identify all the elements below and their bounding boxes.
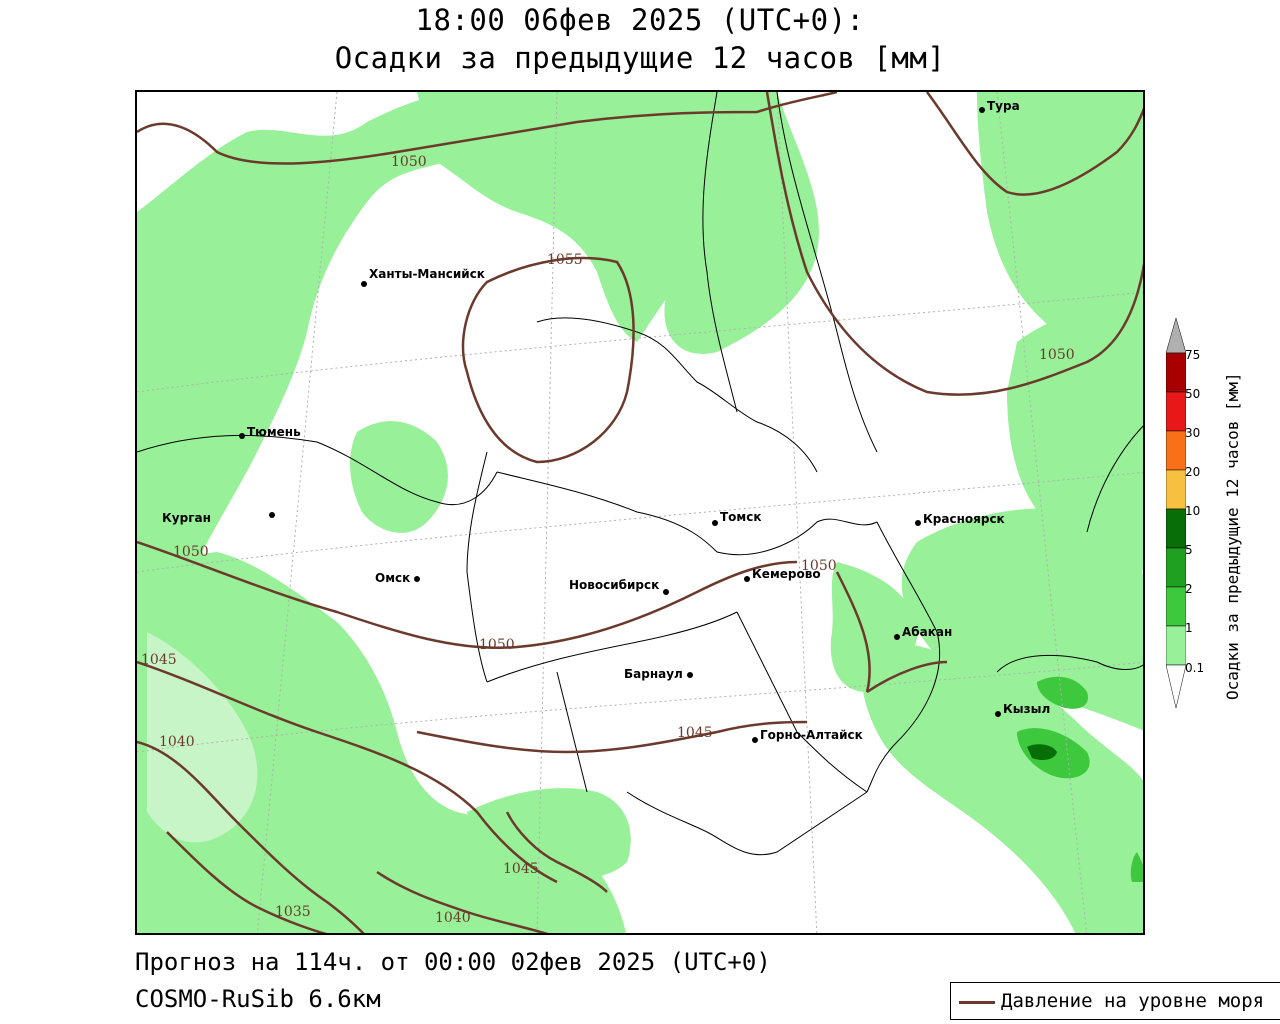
colorbar-bin-1 bbox=[1166, 625, 1186, 666]
colorbar-tick: 30 bbox=[1185, 426, 1201, 440]
map-title-time: 18:00 06фев 2025 (UTC+0): bbox=[415, 3, 865, 37]
colorbar-tick: 75 bbox=[1185, 348, 1201, 362]
isobar-label: 1055 bbox=[547, 252, 583, 268]
colorbar-cap-bottom bbox=[1166, 664, 1186, 709]
colorbar-bin-5 bbox=[1166, 547, 1186, 588]
map-canvas bbox=[137, 92, 1143, 933]
colorbar-bin-30 bbox=[1166, 430, 1186, 471]
pressure-legend-label: Давление на уровне моря bbox=[1001, 990, 1265, 1012]
colorbar-bin-10 bbox=[1166, 508, 1186, 549]
region-boundaries bbox=[137, 92, 1143, 856]
colorbar-bin-75 bbox=[1166, 352, 1186, 393]
isobar-label: 1040 bbox=[159, 734, 195, 750]
city-marker: Кызыл bbox=[995, 702, 1050, 717]
colorbar-bin-20 bbox=[1166, 469, 1186, 510]
colorbar-tick: 20 bbox=[1185, 465, 1201, 479]
isobars bbox=[137, 92, 1143, 933]
pressure-legend-swatch bbox=[959, 1001, 995, 1004]
map-title-variable: Осадки за предыдущие 12 часов [мм] bbox=[334, 41, 946, 75]
isobar-label: 1050 bbox=[801, 558, 837, 574]
isobar-label: 1050 bbox=[1039, 347, 1075, 363]
isobar-label: 1050 bbox=[479, 637, 515, 653]
city-marker: Курган bbox=[162, 511, 275, 525]
colorbar-tick: 50 bbox=[1185, 387, 1201, 401]
city-marker: Кемерово bbox=[744, 567, 821, 582]
city-marker: Красноярск bbox=[915, 512, 1005, 526]
city-marker: Горно-Алтайск bbox=[752, 728, 863, 743]
colorbar-bin-2 bbox=[1166, 586, 1186, 627]
precipitation-colorbar bbox=[1166, 318, 1186, 709]
colorbar-tick: 2 bbox=[1185, 582, 1193, 596]
city-marker: Абакан bbox=[894, 625, 952, 640]
isobar-label: 1050 bbox=[391, 154, 427, 170]
isobar-label: 1045 bbox=[141, 652, 177, 668]
colorbar-cap-top bbox=[1166, 318, 1186, 354]
city-marker: Тюмень bbox=[239, 425, 301, 439]
city-marker: Омск bbox=[375, 571, 421, 585]
isobar-label: 1045 bbox=[677, 725, 713, 741]
colorbar-tick: 5 bbox=[1185, 543, 1193, 557]
city-marker: Томск bbox=[712, 510, 762, 526]
colorbar-tick: 1 bbox=[1185, 621, 1193, 635]
isobar-label: 1045 bbox=[503, 861, 539, 877]
city-marker: Тура bbox=[979, 99, 1020, 113]
city-marker: Новосибирск bbox=[569, 578, 670, 595]
city-marker: Барнаул bbox=[624, 667, 693, 681]
forecast-info: Прогноз на 114ч. от 00:00 02фев 2025 (UT… bbox=[135, 948, 771, 976]
pressure-legend: Давление на уровне моря bbox=[950, 982, 1280, 1020]
isobar-label: 1035 bbox=[275, 904, 311, 920]
isobar-label: 1040 bbox=[435, 910, 471, 926]
graticule bbox=[137, 92, 1143, 933]
city-marker: Ханты-Мансийск bbox=[361, 267, 485, 287]
precipitation-areas bbox=[137, 92, 1143, 933]
colorbar-title: Осадки за предыдущие 12 часов [мм] bbox=[1223, 372, 1242, 700]
colorbar-bin-50 bbox=[1166, 391, 1186, 432]
precipitation-map: 1050 1055 1050 1050 1050 1050 1045 1040 … bbox=[135, 90, 1145, 935]
isobar-label: 1050 bbox=[173, 544, 209, 560]
precipitation-max bbox=[1027, 744, 1057, 760]
model-name: COSMO-RuSib 6.6км bbox=[135, 985, 381, 1013]
colorbar-tick: 10 bbox=[1185, 504, 1201, 518]
colorbar-tick: 0.1 bbox=[1185, 661, 1205, 675]
